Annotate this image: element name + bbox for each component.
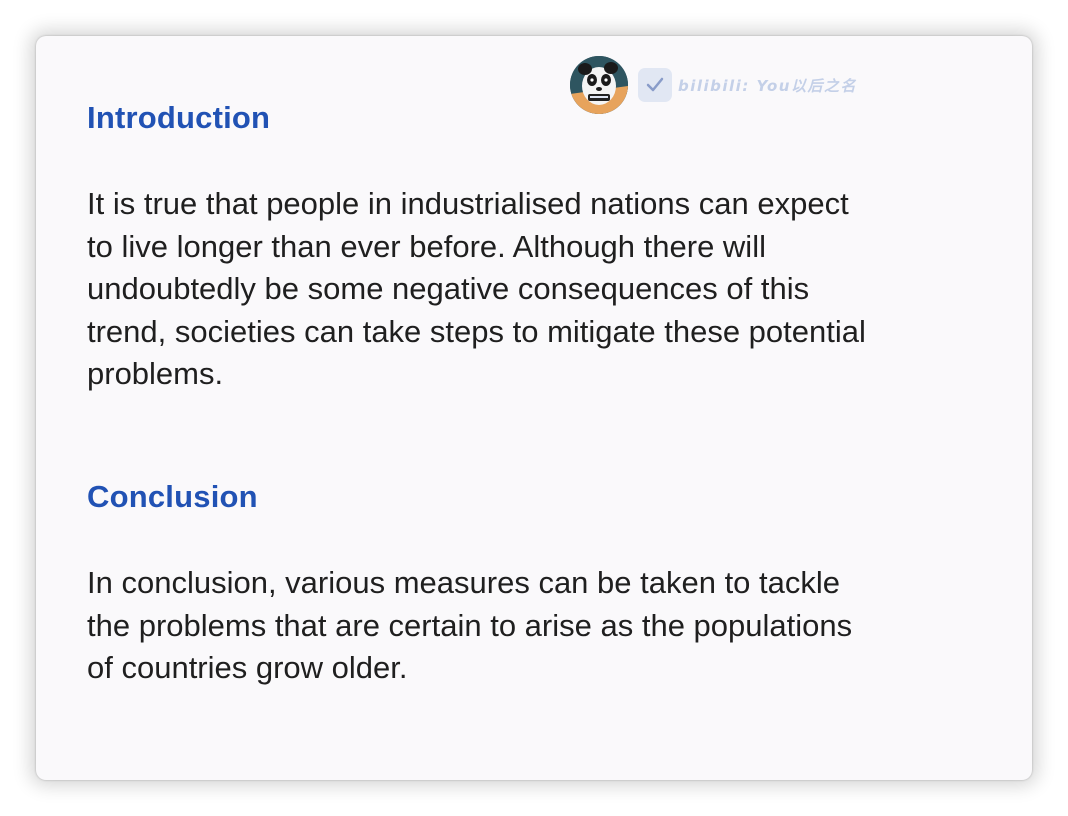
introduction-line: to live longer than ever before. Althoug… (87, 228, 766, 264)
introduction-heading: Introduction (87, 100, 271, 135)
introduction-line: problems. (87, 356, 224, 391)
conclusion-line: the problems that are certain to arise a… (87, 607, 853, 643)
conclusion-line: of countries grow older. (87, 650, 408, 685)
bilibili-watermark: bilibili: You以后之名 (570, 54, 857, 116)
introduction-line: trend, societies can take steps to mitig… (87, 313, 866, 349)
introduction-paragraph: It is true that people in industrialised… (87, 183, 987, 396)
watermark-text: bilibili: You以后之名 (678, 76, 857, 95)
introduction-line: It is true that people in industrialised… (87, 186, 849, 221)
introduction-line: undoubtedly be some negative consequence… (87, 271, 810, 306)
panda-avatar-icon (570, 56, 628, 114)
document-slide: Introduction It is true that people in i… (36, 36, 1032, 780)
conclusion-paragraph: In conclusion, various measures can be t… (87, 562, 987, 690)
conclusion-line: In conclusion, various measures can be t… (87, 565, 841, 600)
verified-check-icon (638, 68, 672, 102)
conclusion-heading: Conclusion (87, 479, 258, 514)
